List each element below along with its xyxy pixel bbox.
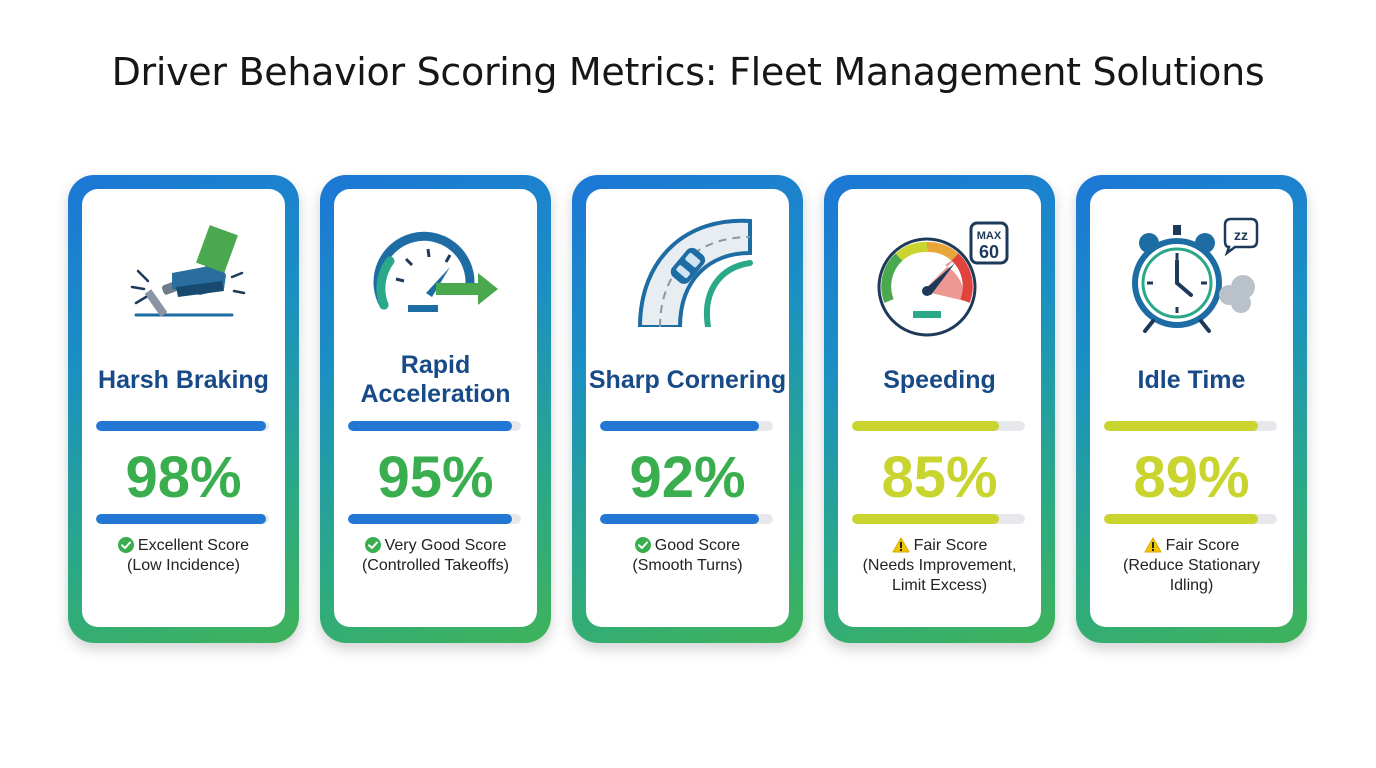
status-detail-2: Idling) (1169, 577, 1214, 594)
score-bar-fill (1104, 514, 1258, 524)
score-bar-fill (348, 514, 513, 524)
card-title: Sharp Cornering (588, 365, 787, 394)
score-bar-fill (852, 421, 1000, 431)
check-circle-icon (634, 537, 651, 553)
alarm-clock-exhaust-icon: zz (1090, 217, 1293, 337)
score-bar-fill (1104, 421, 1258, 431)
zz-label: zz (1234, 227, 1248, 243)
card-harsh-braking: Harsh Braking 98% Excellent Score (Low I… (68, 175, 299, 643)
score-bar-top (1104, 421, 1277, 431)
speedometer-arrow-icon (334, 217, 537, 337)
card-title: Rapid Acceleration (360, 351, 511, 408)
status-text: Excellent Score (Low Incidence) (86, 536, 281, 576)
status-label: Good Score (654, 537, 741, 554)
score-bar-fill (96, 514, 266, 524)
card-inner: Rapid Acceleration 95% Very Good Score (… (334, 189, 537, 627)
card-sharp-cornering: Sharp Cornering 92% Good Score (Smooth T… (572, 175, 803, 643)
card-inner: Sharp Cornering 92% Good Score (Smooth T… (586, 189, 789, 627)
score-bar-top (96, 421, 269, 431)
score-bar-fill (600, 421, 760, 431)
score-bar-fill (600, 514, 760, 524)
status-text: Very Good Score (Controlled Takeoffs) (338, 536, 533, 576)
status-text: Good Score (Smooth Turns) (590, 536, 785, 576)
score-value: 89% (1133, 445, 1250, 510)
check-circle-icon (117, 537, 134, 553)
card-title: Idle Time (1137, 365, 1246, 394)
card-title: Harsh Braking (98, 365, 269, 394)
check-circle-icon (364, 537, 381, 553)
score-bar-top (852, 421, 1025, 431)
status-detail: (Smooth Turns) (632, 557, 743, 574)
score-bar-bottom (600, 514, 773, 524)
card-idle-time: zz Idle Time 89% Fair Score (Redu (1076, 175, 1307, 643)
card-inner: zz Idle Time 89% Fair Score (Redu (1090, 189, 1293, 627)
status-detail: (Reduce Stationary (1123, 557, 1260, 574)
score-bar-bottom (1104, 514, 1277, 524)
brake-pedal-icon (82, 217, 285, 337)
card-rapid-acceleration: Rapid Acceleration 95% Very Good Score (… (320, 175, 551, 643)
score-value: 98% (125, 445, 242, 510)
speed-gauge-max60-icon: MAX 60 (838, 217, 1041, 337)
score-bar-fill (96, 421, 266, 431)
page-title: Driver Behavior Scoring Metrics: Fleet M… (111, 50, 1265, 94)
warning-triangle-icon (1144, 537, 1162, 553)
score-bar-top (600, 421, 773, 431)
status-text: Fair Score (Reduce Stationary Idling) (1094, 536, 1289, 596)
status-detail-2: Limit Excess) (891, 577, 988, 594)
card-inner: MAX 60 Speeding 85% Fair Score (838, 189, 1041, 627)
warning-triangle-icon (892, 537, 910, 553)
card-inner: Harsh Braking 98% Excellent Score (Low I… (82, 189, 285, 627)
score-value: 92% (629, 445, 746, 510)
score-bar-fill (348, 421, 513, 431)
status-label: Fair Score (913, 537, 988, 554)
status-label: Fair Score (1165, 537, 1240, 554)
metric-cards: Harsh Braking 98% Excellent Score (Low I… (68, 175, 1308, 645)
score-value: 85% (881, 445, 998, 510)
status-detail: (Controlled Takeoffs) (361, 557, 510, 574)
curved-road-car-icon (586, 217, 789, 337)
card-title: Speeding (883, 365, 996, 394)
status-text: Fair Score (Needs Improvement, Limit Exc… (842, 536, 1037, 596)
score-bar-bottom (96, 514, 269, 524)
status-detail: (Low Incidence) (127, 557, 240, 574)
status-label: Very Good Score (384, 537, 507, 554)
score-bar-top (348, 421, 521, 431)
score-value: 95% (377, 445, 494, 510)
card-speeding: MAX 60 Speeding 85% Fair Score (824, 175, 1055, 643)
status-detail: (Needs Improvement, (862, 557, 1017, 574)
score-bar-bottom (852, 514, 1025, 524)
status-label: Excellent Score (137, 537, 250, 554)
max-value: 60 (978, 242, 998, 262)
max-label: MAX (976, 230, 1001, 242)
score-bar-fill (852, 514, 1000, 524)
score-bar-bottom (348, 514, 521, 524)
